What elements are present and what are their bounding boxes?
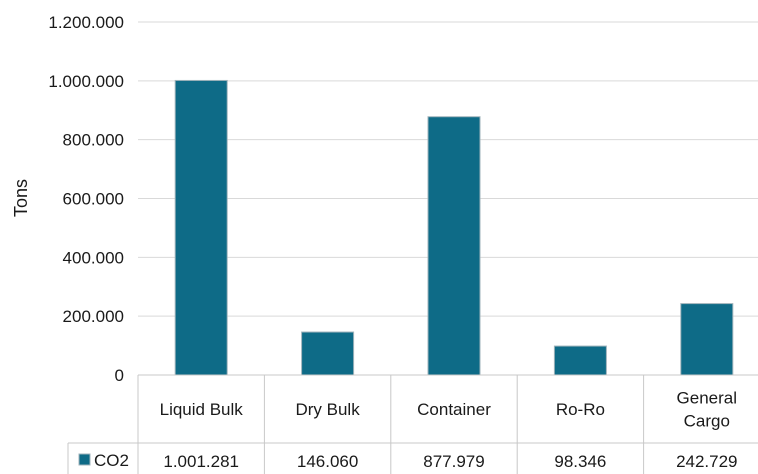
y-tick-label: 400.000 bbox=[63, 248, 124, 267]
y-tick-label: 0 bbox=[115, 366, 124, 385]
legend-label: CO2 bbox=[94, 451, 129, 470]
bar bbox=[553, 345, 607, 376]
category-label: Dry Bulk bbox=[295, 400, 360, 419]
data-label: 1.001.281 bbox=[163, 452, 239, 471]
y-tick-label: 800.000 bbox=[63, 131, 124, 150]
y-tick-label: 600.000 bbox=[63, 190, 124, 209]
y-tick-label: 200.000 bbox=[63, 307, 124, 326]
data-table: Liquid Bulk 1.001.281 Dry Bulk 146.060 Conta… bbox=[67, 374, 758, 474]
bar bbox=[174, 79, 228, 376]
category-label: Ro-Ro bbox=[556, 400, 605, 419]
bars bbox=[174, 79, 734, 376]
y-tick-label: 1.000.000 bbox=[48, 72, 124, 91]
y-tick-label: 1.200.000 bbox=[48, 13, 124, 32]
bar bbox=[301, 331, 355, 376]
y-axis-ticks: 0 200.000 400.000 600.000 800.000 1.000.000 1.… bbox=[48, 13, 124, 385]
data-label: 98.346 bbox=[554, 452, 606, 471]
category-label: Container bbox=[417, 400, 491, 419]
category-label: General bbox=[677, 389, 737, 408]
data-label: 877.979 bbox=[423, 452, 484, 471]
category-label: Cargo bbox=[684, 412, 730, 431]
category-label: Liquid Bulk bbox=[160, 400, 244, 419]
legend-swatch bbox=[78, 453, 91, 466]
y-axis-label: Tons bbox=[11, 179, 31, 217]
data-label: 146.060 bbox=[297, 452, 358, 471]
bar bbox=[427, 116, 481, 376]
data-label: 242.729 bbox=[676, 452, 737, 471]
bar bbox=[680, 303, 734, 376]
